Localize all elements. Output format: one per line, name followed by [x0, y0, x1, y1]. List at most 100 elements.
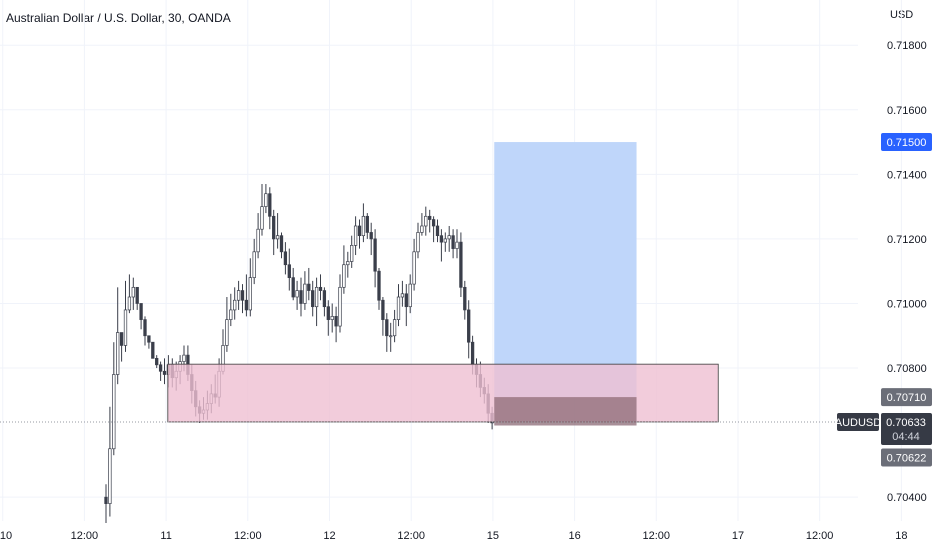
time-tick-label: 12 [323, 530, 335, 542]
candle-body-41 [264, 193, 268, 207]
time-tick-label: 18 [895, 530, 907, 542]
candle-body-0 [104, 496, 108, 504]
time-axis[interactable]: 10 12:00 11 12:00 12 12:00 15 16 12:00 17 12:00 18 [0, 530, 907, 542]
chart-grid [0, 0, 902, 521]
candle-body-86 [439, 235, 444, 243]
candle-body-94 [470, 341, 475, 366]
candle-body-77 [404, 293, 408, 308]
candle-body-3 [116, 332, 120, 375]
candle-body-12 [151, 341, 155, 359]
candle-body-91 [459, 241, 463, 288]
candle-body-93 [467, 309, 471, 343]
candle-body-37 [248, 277, 252, 311]
candle-body-92 [463, 286, 467, 311]
candle-body-13 [155, 358, 159, 366]
candle-body-20 [182, 354, 186, 362]
symbol-label-bg [837, 412, 879, 431]
candle-body-43 [272, 215, 276, 240]
candle-body-15 [162, 370, 167, 375]
candle-body-71 [381, 299, 385, 320]
candle-body-48 [291, 277, 295, 298]
time-tick-label: 16 [568, 530, 580, 542]
candle-body-73 [389, 335, 393, 338]
candle-body-36 [244, 299, 249, 311]
target-price-label: 0.71500 [887, 137, 927, 149]
candle-body-46 [283, 251, 288, 266]
candle-body-14 [158, 364, 163, 372]
candle-body-81 [420, 225, 424, 233]
target-price-label-bg [881, 133, 932, 152]
price-axis[interactable]: 0.71800 0.71600 0.71400 0.71200 0.71000 0.708… [887, 40, 927, 504]
candle-body-49 [295, 290, 299, 298]
candle-body-40 [260, 206, 264, 230]
candle-body-70 [377, 270, 381, 301]
candle-body-63 [350, 245, 354, 262]
symbol-label: AUDUSD [835, 417, 882, 429]
stop-price-label: 0.70622 [887, 453, 927, 465]
candle-body-59 [334, 316, 338, 327]
price-labels: 0.71500 0.70710 0.70633 04:44 AUDUSD 0.70622 [835, 133, 932, 467]
candle-body-38 [252, 251, 256, 278]
candle-body-66 [361, 215, 366, 237]
target-zone [494, 142, 637, 398]
last-price-label-bg [881, 412, 932, 445]
candle-body-55 [318, 286, 323, 291]
price-tick-label: 0.71000 [887, 298, 927, 310]
candle-body-69 [373, 238, 377, 272]
time-tick-label: 17 [732, 530, 744, 542]
candle-body-62 [346, 261, 350, 266]
candle-body-84 [431, 219, 436, 227]
candle-body-54 [314, 286, 319, 308]
candle-body-60 [338, 286, 342, 327]
candle-body-78 [408, 283, 412, 308]
zones-layer [167, 142, 719, 426]
candle-body-50 [299, 290, 303, 304]
candle-body-87 [443, 238, 447, 243]
candle-body-35 [240, 290, 245, 301]
time-tick-label: 11 [160, 530, 171, 542]
candle-body-51 [303, 283, 307, 304]
candle-body-52 [307, 283, 311, 291]
candle-body-90 [455, 241, 459, 249]
entry-price-label-bg [881, 388, 932, 407]
candle-body-75 [396, 296, 401, 320]
candle-body-58 [330, 316, 334, 320]
price-tick-label: 0.71600 [887, 105, 927, 117]
candle-body-89 [451, 235, 455, 249]
candle-body-67 [365, 215, 369, 233]
candle-body-5 [123, 309, 128, 346]
candle-body-47 [287, 264, 291, 278]
time-tick-label: 12:00 [397, 530, 425, 542]
time-tick-label: 10 [0, 530, 12, 542]
price-tick-label: 0.71200 [887, 234, 927, 246]
candle-body-53 [311, 290, 315, 308]
candle-body-64 [353, 225, 358, 246]
candle-body-57 [326, 306, 330, 320]
candle-body-10 [143, 319, 147, 337]
candle-body-72 [385, 319, 389, 337]
candle-body-34 [236, 290, 241, 301]
candle-body-6 [127, 296, 132, 311]
candle-body-76 [400, 293, 405, 298]
price-tick-label: 0.71400 [887, 169, 927, 181]
candle-body-45 [279, 235, 284, 253]
candle-body-31 [225, 319, 229, 346]
price-tick-label: 0.70800 [887, 363, 927, 375]
stop-price-label-bg [881, 448, 932, 467]
candle-body-2 [112, 374, 116, 450]
candle-body-65 [357, 225, 362, 237]
time-tick-label: 12:00 [234, 530, 262, 542]
price-tick-label: 0.70400 [887, 492, 927, 504]
candle-body-8 [135, 286, 139, 304]
entry-price-label: 0.70710 [887, 392, 927, 404]
chart-title: Australian Dollar / U.S. Dollar, 30, OAN… [6, 11, 231, 25]
candle-body-56 [322, 290, 327, 308]
candle-body-11 [147, 335, 151, 343]
candle-body-83 [428, 215, 432, 220]
stop-zone [494, 397, 637, 426]
candle-body-61 [342, 264, 346, 288]
candle-body-79 [412, 251, 416, 285]
candle-body-44 [275, 235, 280, 240]
candle-body-82 [424, 215, 428, 227]
